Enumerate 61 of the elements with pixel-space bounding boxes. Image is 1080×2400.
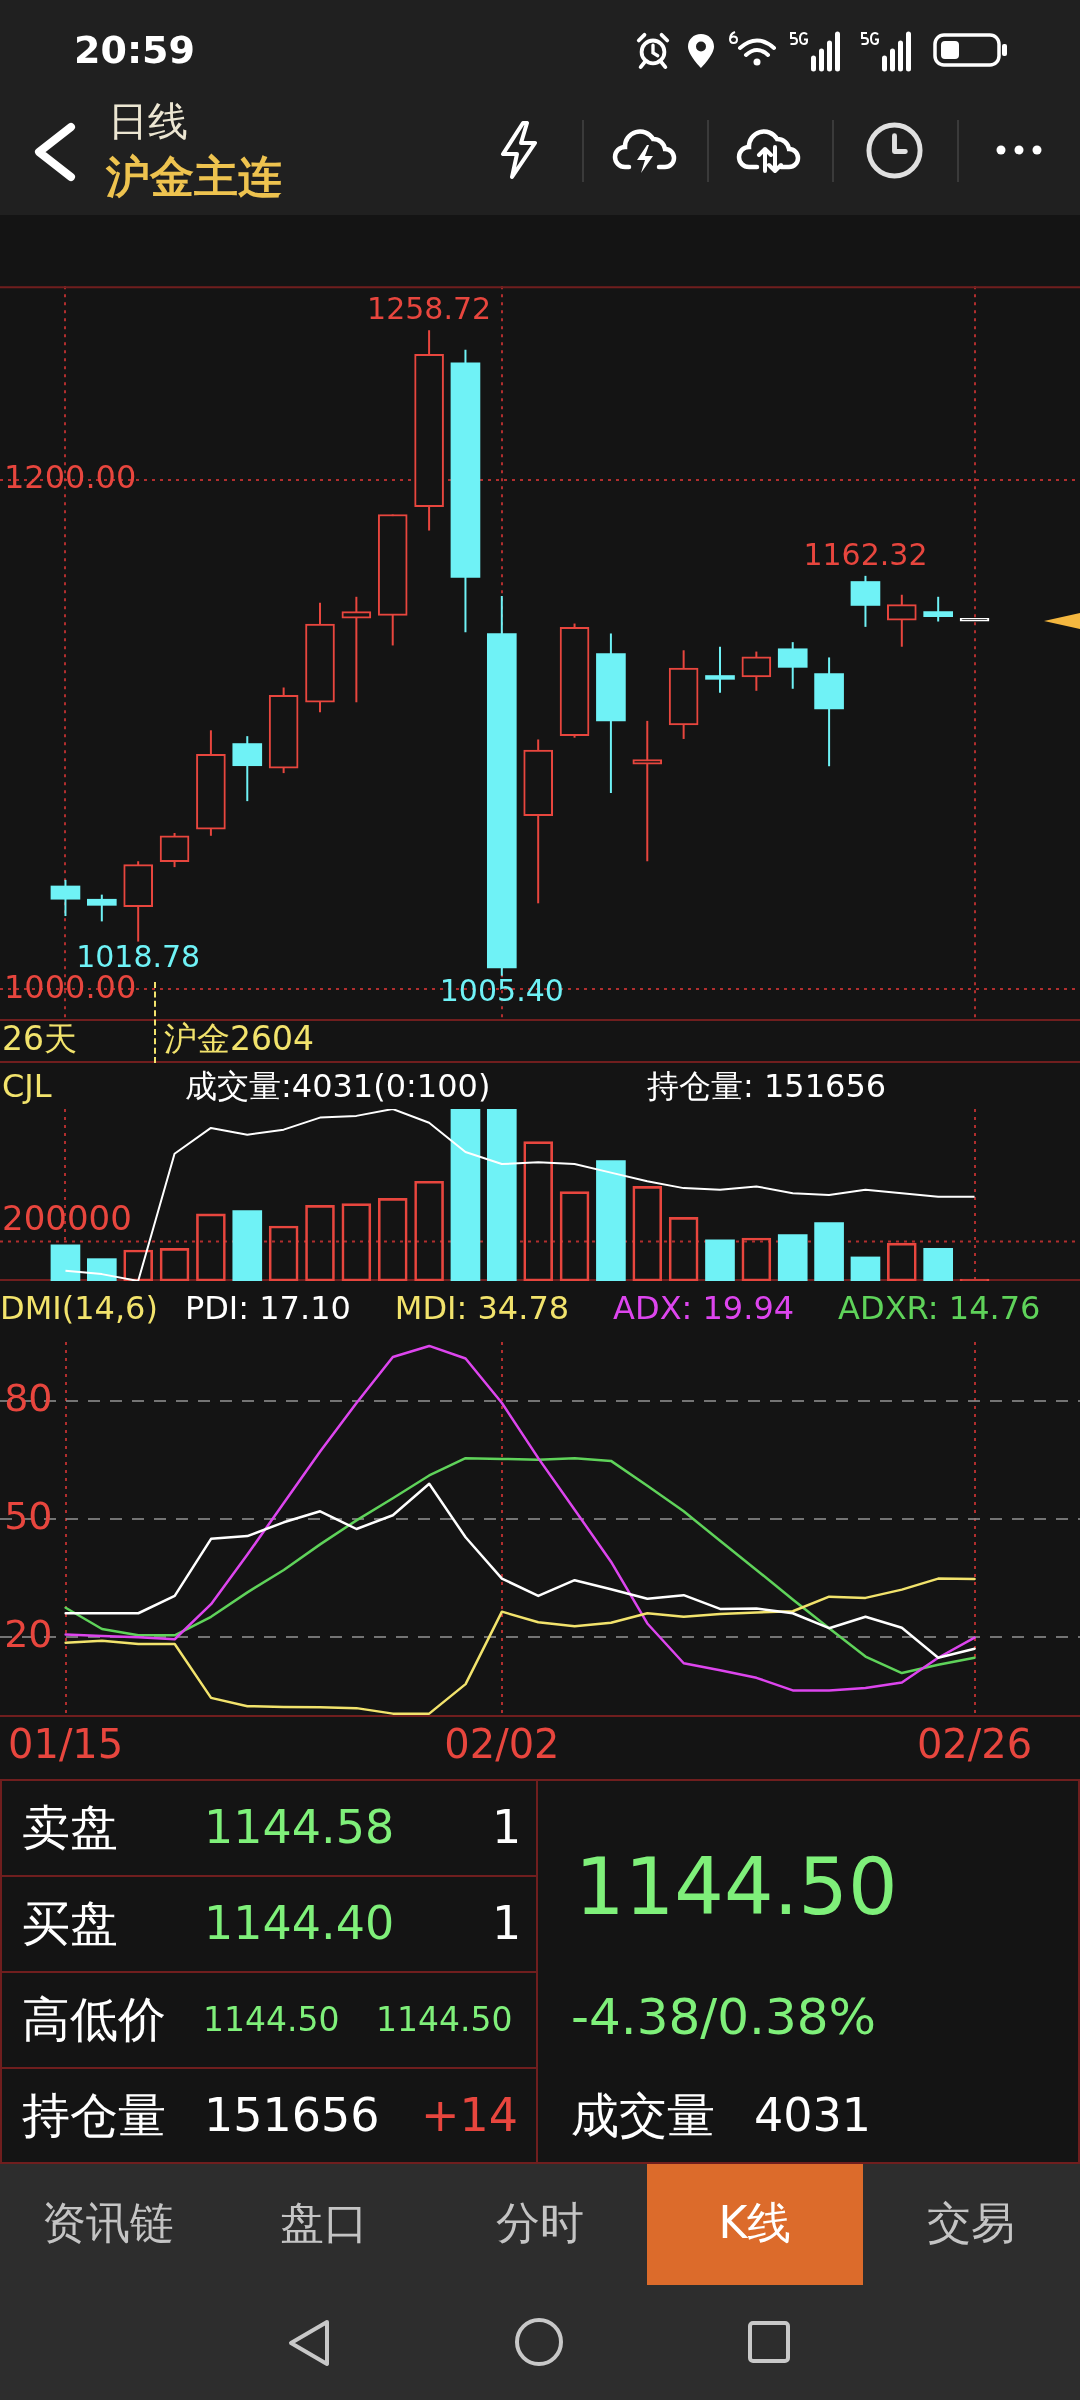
text: 成交量: [571, 2087, 715, 2143]
text: ADX: 19.94: [613, 1289, 795, 1328]
bar: [850, 1256, 881, 1281]
bar: [450, 1109, 481, 1281]
annotation: 沪金2604: [164, 1019, 314, 1059]
x-tick-label: 02/26: [916, 1721, 1033, 1768]
text: PDI: 17.10: [184, 1289, 351, 1328]
x-tick-label: 02/02: [444, 1721, 560, 1768]
text: 卖盘: [22, 1799, 118, 1855]
bar: [86, 1258, 117, 1281]
text: 资讯链: [42, 2197, 174, 2248]
text: 买盘: [22, 1895, 118, 1951]
bar: [596, 1160, 626, 1281]
chart-title: DMI(14,6): [0, 1289, 158, 1328]
y-tick-label: 80: [4, 1375, 53, 1420]
text: 成交量:4031(0:100): [185, 1067, 491, 1106]
candlestick: [632, 719, 663, 863]
text: 交易: [927, 2197, 1015, 2248]
bar: [705, 1239, 735, 1281]
text: +14: [421, 2088, 519, 2142]
bar: [814, 1222, 844, 1281]
bar: [777, 1234, 808, 1281]
status-bar: 20:59: [0, 0, 1080, 95]
chart-subtitle: 日线: [108, 98, 188, 144]
candlestick: [341, 595, 372, 704]
text: 1144.58: [204, 1800, 395, 1854]
candlestick: [923, 595, 954, 623]
x-tick-label: 01/15: [8, 1721, 124, 1768]
annotation: 200000: [2, 1198, 132, 1239]
text: ADXR: 14.76: [838, 1289, 1041, 1328]
bar: [50, 1244, 81, 1281]
text: 1144.40: [204, 1896, 395, 1950]
text: 4031: [754, 2088, 872, 2142]
text: MDI: 34.78: [394, 1289, 570, 1328]
annotation: 26天: [2, 1019, 77, 1059]
text: 1144.50: [575, 1842, 898, 1932]
y-tick-label: 50: [4, 1494, 53, 1539]
bar: [923, 1247, 954, 1281]
text: 持仓量: [22, 2087, 166, 2143]
text: K线: [718, 2197, 792, 2248]
text: -4.38/0.38%: [571, 1988, 877, 2046]
chart-title: CJL: [2, 1067, 52, 1106]
text: 盘口: [280, 2197, 368, 2248]
bar: [232, 1210, 263, 1281]
annotation: 1258.72: [367, 291, 492, 327]
y-tick-label: 1200.00: [4, 458, 137, 497]
annotation: 1162.32: [803, 536, 928, 572]
candlestick: [86, 893, 117, 923]
y-tick-label: 20: [4, 1612, 53, 1657]
text: 1: [492, 1896, 522, 1950]
annotation: 1005.40: [439, 973, 564, 1009]
text: 1144.50: [376, 1999, 513, 2039]
text: 1: [492, 1800, 522, 1854]
bar: [486, 1109, 517, 1281]
text: 高低价: [22, 1991, 166, 2047]
text: 1144.50: [203, 1999, 340, 2039]
candlestick: [705, 645, 735, 694]
text: 分时: [496, 2197, 584, 2248]
text: 151656: [204, 2088, 380, 2142]
text: 持仓量: 151656: [647, 1067, 887, 1106]
chart-title: 沪金主连: [106, 151, 282, 202]
